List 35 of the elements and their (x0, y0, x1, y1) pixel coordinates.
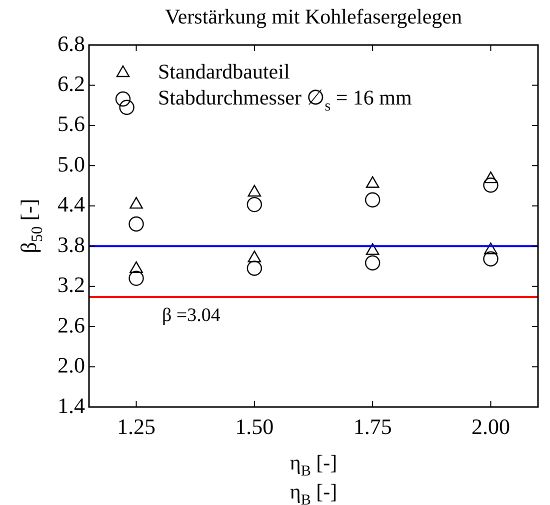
point (246, 196, 262, 212)
y-tick-label: 6.8 (58, 30, 85, 56)
point (130, 196, 143, 209)
ref-line-label: β =3.04 (162, 305, 221, 326)
point (483, 251, 498, 266)
point (364, 192, 380, 208)
y-tick-label: 2.0 (58, 352, 85, 378)
point (128, 216, 144, 232)
point (248, 184, 262, 197)
y-axis-title: β50 [-] (16, 198, 46, 254)
y-tick-label: 4.4 (58, 192, 85, 217)
point (366, 176, 380, 188)
y-tick-label: 3.2 (58, 272, 85, 298)
point (364, 255, 380, 270)
y-tick-label: 5.6 (58, 111, 85, 136)
x-tick-label: 2.00 (471, 414, 510, 439)
y-tick-label: 3.8 (58, 232, 85, 257)
point (484, 242, 498, 254)
x-tick-label: 1.75 (353, 414, 392, 439)
y-tick-label: 1.4 (58, 392, 85, 418)
x-tick-label: 1.50 (235, 414, 274, 439)
legend-label: Standardbauteil (158, 60, 290, 84)
point (248, 250, 262, 262)
point (119, 100, 134, 115)
x-tick-label: 1.25 (117, 414, 156, 439)
chart-title: Verstärkung mit Kohlefasergelegen (164, 4, 463, 29)
y-tick-label: 5.0 (58, 151, 85, 176)
point (130, 261, 143, 274)
point (246, 260, 262, 276)
point (483, 178, 498, 193)
point (366, 243, 380, 255)
y-tick-label: 6.2 (58, 71, 85, 96)
point (128, 270, 144, 286)
y-tick-label: 2.6 (58, 312, 85, 338)
point (484, 171, 498, 184)
